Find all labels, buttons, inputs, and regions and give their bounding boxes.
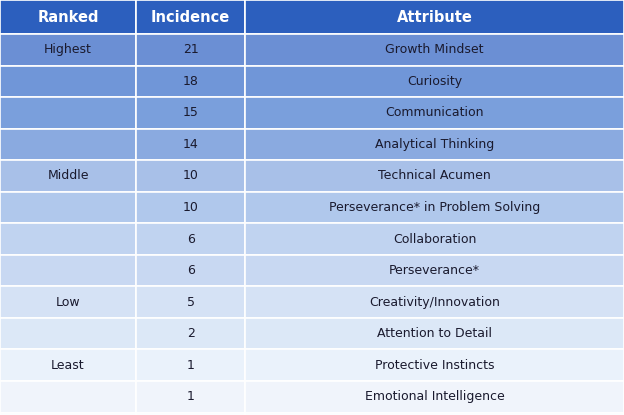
Bar xyxy=(245,381,624,413)
Bar xyxy=(136,381,245,413)
Bar xyxy=(245,129,624,160)
Bar xyxy=(136,97,245,129)
Text: Ranked: Ranked xyxy=(37,10,99,24)
Bar xyxy=(136,0,245,34)
Bar xyxy=(0,129,136,160)
Text: Incidence: Incidence xyxy=(151,10,230,24)
Bar xyxy=(136,255,245,286)
Text: Perseverance*: Perseverance* xyxy=(389,264,480,277)
Bar xyxy=(245,413,624,415)
Bar xyxy=(0,255,136,286)
Bar xyxy=(0,97,136,129)
Text: 1: 1 xyxy=(187,390,195,403)
Text: Low: Low xyxy=(56,295,80,309)
Text: Emotional Intelligence: Emotional Intelligence xyxy=(365,390,504,403)
Text: Growth Mindset: Growth Mindset xyxy=(386,43,484,56)
Bar xyxy=(136,286,245,318)
Text: Collaboration: Collaboration xyxy=(393,232,476,246)
Bar xyxy=(0,66,136,97)
Bar xyxy=(245,349,624,381)
Text: 2: 2 xyxy=(187,327,195,340)
Text: Attention to Detail: Attention to Detail xyxy=(377,327,492,340)
Text: Analytical Thinking: Analytical Thinking xyxy=(375,138,494,151)
Bar xyxy=(0,318,136,349)
Bar xyxy=(136,413,245,415)
Bar xyxy=(245,286,624,318)
Text: Technical Acumen: Technical Acumen xyxy=(378,169,491,183)
Bar xyxy=(245,66,624,97)
Bar xyxy=(245,192,624,223)
Bar xyxy=(136,66,245,97)
Bar xyxy=(0,413,136,415)
Bar xyxy=(245,0,624,34)
Bar xyxy=(136,129,245,160)
Text: 10: 10 xyxy=(183,169,198,183)
Bar xyxy=(245,318,624,349)
Bar xyxy=(0,34,136,66)
Bar xyxy=(136,318,245,349)
Text: Curiosity: Curiosity xyxy=(407,75,462,88)
Bar xyxy=(0,160,136,192)
Bar xyxy=(136,223,245,255)
Text: 6: 6 xyxy=(187,264,195,277)
Bar xyxy=(245,255,624,286)
Bar xyxy=(136,34,245,66)
Text: 1: 1 xyxy=(187,359,195,372)
Text: 18: 18 xyxy=(183,75,198,88)
Bar xyxy=(245,34,624,66)
Text: Creativity/Innovation: Creativity/Innovation xyxy=(369,295,500,309)
Text: 10: 10 xyxy=(183,201,198,214)
Bar xyxy=(136,349,245,381)
Text: Attribute: Attribute xyxy=(397,10,472,24)
Bar xyxy=(245,223,624,255)
Bar xyxy=(136,160,245,192)
Text: Communication: Communication xyxy=(386,106,484,120)
Bar xyxy=(0,223,136,255)
Bar xyxy=(0,286,136,318)
Bar xyxy=(0,349,136,381)
Text: Highest: Highest xyxy=(44,43,92,56)
Bar xyxy=(245,160,624,192)
Text: 6: 6 xyxy=(187,232,195,246)
Text: 14: 14 xyxy=(183,138,198,151)
Bar xyxy=(0,192,136,223)
Text: Least: Least xyxy=(51,359,85,372)
Text: Protective Instincts: Protective Instincts xyxy=(375,359,494,372)
Text: 5: 5 xyxy=(187,295,195,309)
Bar xyxy=(136,192,245,223)
Text: Middle: Middle xyxy=(47,169,89,183)
Bar xyxy=(0,0,136,34)
Bar xyxy=(0,381,136,413)
Text: 15: 15 xyxy=(183,106,198,120)
Text: Perseverance* in Problem Solving: Perseverance* in Problem Solving xyxy=(329,201,540,214)
Bar xyxy=(245,97,624,129)
Text: 21: 21 xyxy=(183,43,198,56)
